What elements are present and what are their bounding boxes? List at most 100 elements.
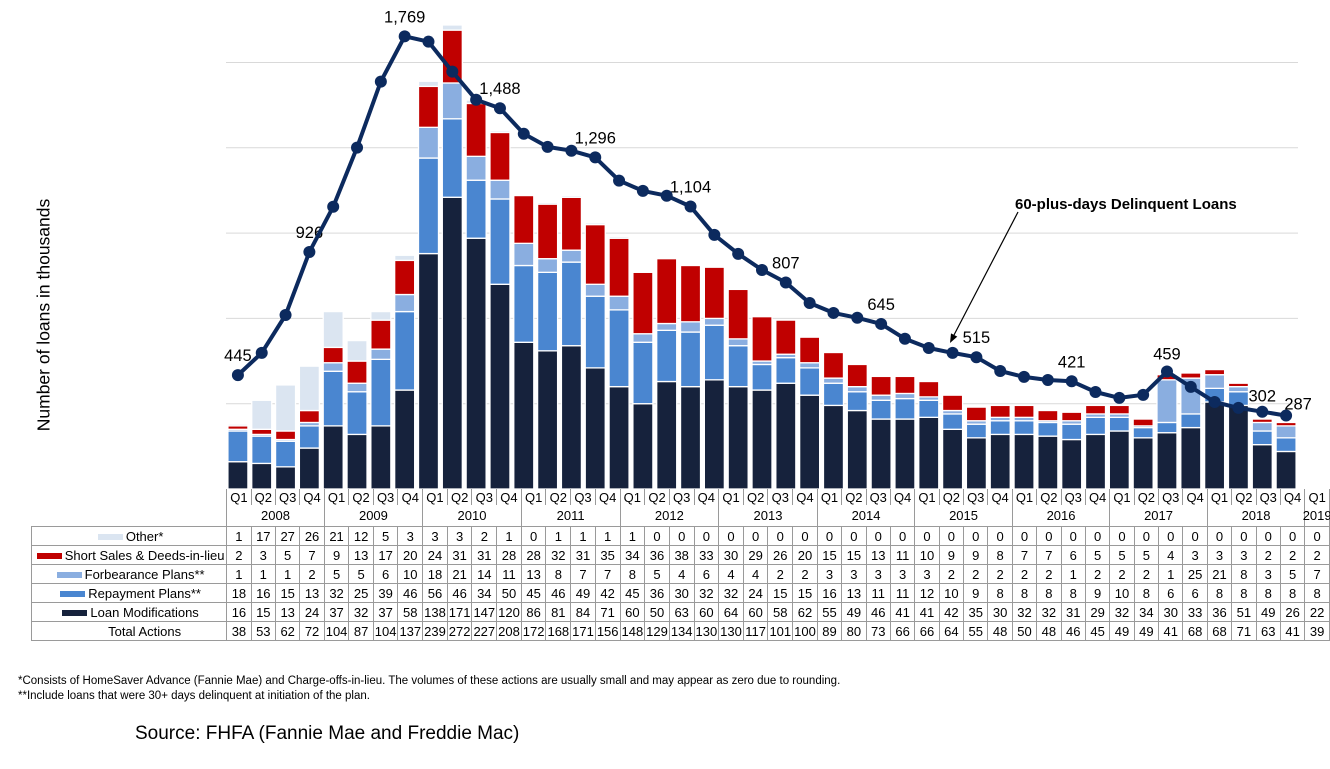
line-point [1113, 391, 1126, 404]
table-cell: 26 [767, 545, 794, 565]
table-cell: 55 [963, 621, 989, 641]
table-cell: 156 [594, 621, 621, 641]
stacked-bar [918, 380, 940, 490]
line-point [994, 365, 1007, 378]
year-label: 2013 [753, 508, 783, 523]
table-cell: 64 [938, 621, 965, 641]
bar-segment-repayment [989, 420, 1011, 436]
table-cell: 9 [963, 583, 989, 603]
bar-segment-loan-modifications [1180, 426, 1202, 490]
year-label: 2018 [1241, 508, 1271, 523]
line-point [589, 151, 602, 164]
table-row-loan-modifications: Loan Modifications 16 15 13 24 37 32 37 58 138 171… [30, 602, 1330, 622]
table-cell: 56 [422, 583, 448, 603]
bar-segment-forbearance [346, 382, 368, 393]
row-label: Other* [30, 526, 228, 546]
bar-segment-short-sales [489, 131, 511, 181]
bar-segment-forbearance [322, 362, 344, 372]
bar-segment-repayment [1275, 437, 1297, 453]
table-cell: 89 [816, 621, 843, 641]
annotation-arrow-line [953, 211, 1019, 336]
bar-segment-repayment [394, 310, 416, 391]
table-cell: 63 [1255, 621, 1281, 641]
bar-segment-forbearance [536, 258, 559, 273]
table-cell: 2 [1036, 564, 1062, 584]
bar-segment-other [441, 24, 463, 31]
bar-segment-loan-modifications [489, 283, 511, 490]
bar-segment-short-sales [536, 203, 559, 260]
table-cell: 14 [471, 564, 498, 584]
year-header: 2008 [226, 505, 325, 527]
annotation-label: 60-plus-days Delinquent Loans [1015, 196, 1237, 213]
annotation: 60-plus-days Delinquent Loans [950, 196, 1237, 343]
table-cell: 0 [987, 526, 1013, 546]
bar-segment-repayment [441, 118, 463, 198]
table-cell: 41 [1279, 621, 1306, 641]
table-cell: 1 [594, 526, 621, 546]
line-point [827, 306, 840, 319]
data-label: 1,769 [384, 8, 425, 26]
table-cell: 51 [1231, 602, 1257, 622]
bar-segment-forbearance [513, 242, 535, 267]
stacked-bar [1132, 418, 1154, 490]
table-cell: 13 [348, 545, 374, 565]
table-cell: 2 [471, 526, 498, 546]
bar-segment-loan-modifications [536, 350, 559, 490]
line-point [803, 296, 816, 309]
bar-segment-loan-modifications [370, 425, 392, 490]
table-cell: 4 [668, 564, 695, 584]
bar-segment-loan-modifications [560, 345, 583, 490]
table-cell: 13 [865, 545, 891, 565]
table-cell: 0 [718, 526, 744, 546]
table-cell: 15 [816, 545, 843, 565]
bar-segment-repayment [1251, 430, 1273, 446]
table-cell: 5 [1133, 545, 1160, 565]
arrowhead-icon [950, 333, 958, 343]
data-label: 807 [772, 254, 800, 272]
year-header: 2019 [1303, 505, 1330, 527]
table-cell: 36 [644, 545, 670, 565]
stacked-bar [370, 310, 392, 490]
stacked-bar [775, 319, 797, 490]
bar-segment-loan-modifications [1013, 433, 1035, 490]
table-cell: 100 [792, 621, 818, 641]
table-cell: 0 [1279, 526, 1306, 546]
table-cell: 0 [841, 526, 867, 546]
table-cell: 20 [792, 545, 818, 565]
table-cell: 10 [1109, 583, 1135, 603]
line-point [922, 341, 935, 354]
data-label: 459 [1153, 346, 1181, 364]
table-cell: 6 [372, 564, 399, 584]
bar-segment-short-sales [608, 237, 630, 297]
row-label: Short Sales & Deeds-in-lieu [30, 545, 228, 565]
line-point [565, 144, 578, 157]
quarter-header: Q1 [1304, 489, 1330, 505]
table-cell: 1 [1060, 564, 1086, 584]
table-cell: 9 [963, 545, 989, 565]
data-label: 287 [1284, 396, 1312, 414]
table-cell: 60 [619, 602, 646, 622]
quarter-header: Q2 [841, 489, 867, 505]
bar-segment-repayment [870, 399, 892, 420]
row-label-text: Total Actions [108, 623, 182, 639]
bar-segment-short-sales [1061, 411, 1083, 422]
table-cell: 0 [1060, 526, 1086, 546]
table-cell: 26 [1279, 602, 1306, 622]
table-cell: 1 [1158, 564, 1184, 584]
quarter-header: Q4 [693, 489, 720, 505]
table-cell: 10 [914, 545, 940, 565]
bar-segment-repayment [727, 345, 749, 388]
bar-segment-loan-modifications [632, 403, 654, 490]
bar-segment-repayment [1037, 421, 1059, 437]
quarter-header: Q2 [545, 489, 572, 505]
bar-segment-repayment [1108, 416, 1130, 432]
bar-segment-repayment [346, 391, 368, 436]
table-row-other: Other* 1 17 27 26 21 12 5 3 3 3 2 1 0 1 1 1 1 0 0 0 0 0 0 0 0 0 0 0 0… [30, 526, 1330, 546]
row-label: Loan Modifications [30, 602, 228, 622]
quarter-header: Q1 [816, 489, 843, 505]
table-cell: 17 [372, 545, 399, 565]
table-cell: 34 [471, 583, 498, 603]
stacked-bar [465, 99, 487, 490]
bar-segment-short-sales [1203, 368, 1226, 376]
table-cell: 30 [668, 583, 695, 603]
